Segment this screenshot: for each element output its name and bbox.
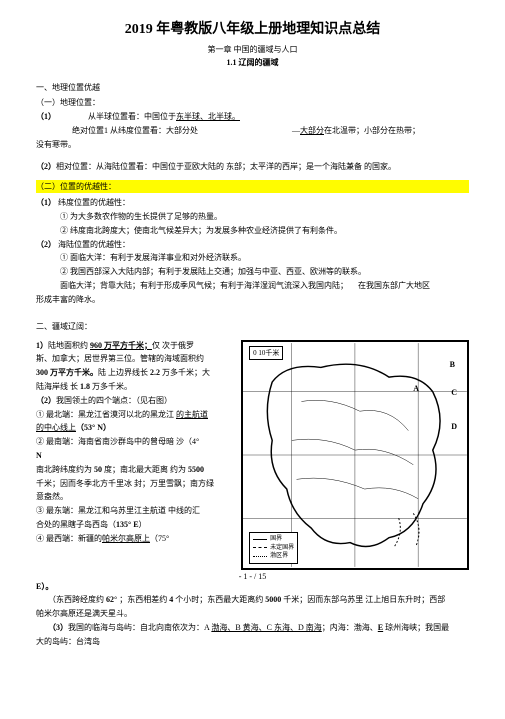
chapter-title: 第一章 中国的疆域与人口: [36, 44, 469, 55]
subheading-1-1: （一）地理位置：: [36, 97, 469, 108]
b1: E）。: [36, 581, 469, 594]
p5: （1） 纬度位置的优越性：: [36, 197, 469, 210]
china-map: 0 10千米 A B C D 国界 未定国界 渤区界: [241, 340, 469, 570]
map-label-a: A: [413, 384, 419, 393]
doc-title: 2019 年粤教版八年级上册地理知识点总结: [36, 18, 469, 38]
map-column: 0 10千米 A B C D 国界 未定国界 渤区界: [241, 340, 469, 570]
heading-2: 二、疆域辽阔：: [36, 321, 469, 332]
para-2: 绝对位置1 从纬度位置看：大部分处 —大部分在北温带；小部分在热带；: [72, 125, 469, 138]
para-4: （2）（2）相对位置：从海陆位置看：中国位于亚欧大陆的 东部；太平洋的西岸；是一…: [36, 161, 469, 174]
map-scale: 0 10千米: [249, 346, 283, 360]
b4: （3）我国的临海与岛屿：自北向南依次为：A 渤海、B 黄海、C 东海、D 南海；…: [48, 622, 469, 635]
b3: 帕米尔高原还是满天星斗。: [36, 608, 469, 621]
heading-1: 一、地理位置优越: [36, 82, 469, 93]
page-number: - 1 - / 15: [36, 572, 469, 581]
section-title: 1.1 辽阔的疆域: [36, 57, 469, 68]
para-3: 没有寒带。: [36, 139, 469, 152]
b2: （东西跨经度约 62° ；东西相差约 4 个小时；东西最大距离约 5000 千米…: [48, 594, 469, 607]
p5-1: ① 为大多数农作物的生长提供了足够的热量。: [60, 211, 469, 224]
p6: （2） 海陆位置的优越性：: [36, 239, 469, 252]
map-legend: 国界 未定国界 渤区界: [249, 532, 298, 563]
map-label-c: C: [451, 388, 457, 397]
p5-2: ② 纬度南北跨度大；使南北气候差异大；为发展多种农业经济提供了有利条件。: [60, 225, 469, 238]
text-column: 1）陆地面积约 960 万平方千米；仅 次于俄罗 斯、加拿大；居世界第三位。管辖…: [36, 340, 235, 570]
p6-1: ① 面临大洋：有利于发展海洋事业和对外经济联系。: [60, 252, 469, 265]
map-label-d: D: [451, 422, 457, 431]
para-1: （1） 从半球位置看：中国位于东半球、北半球。: [36, 111, 469, 124]
p6-3: 面临大洋；背靠大陆；有利于形成季风气候；有利于海洋湿润气流深入我国内陆； 在我国…: [60, 280, 469, 293]
p7: 形成丰富的降水。: [36, 294, 469, 307]
b5: 大的岛屿：台湾岛: [36, 636, 469, 649]
two-column-section: 1）陆地面积约 960 万平方千米；仅 次于俄罗 斯、加拿大；居世界第三位。管辖…: [36, 340, 469, 570]
p6-2: ② 我国西部深入大陆内部；有利于发展陆上交通；加强与中亚、西亚、欧洲等的联系。: [60, 266, 469, 279]
map-label-b: B: [450, 360, 455, 369]
highlight-section: （二）位置的优越性：: [36, 180, 469, 193]
